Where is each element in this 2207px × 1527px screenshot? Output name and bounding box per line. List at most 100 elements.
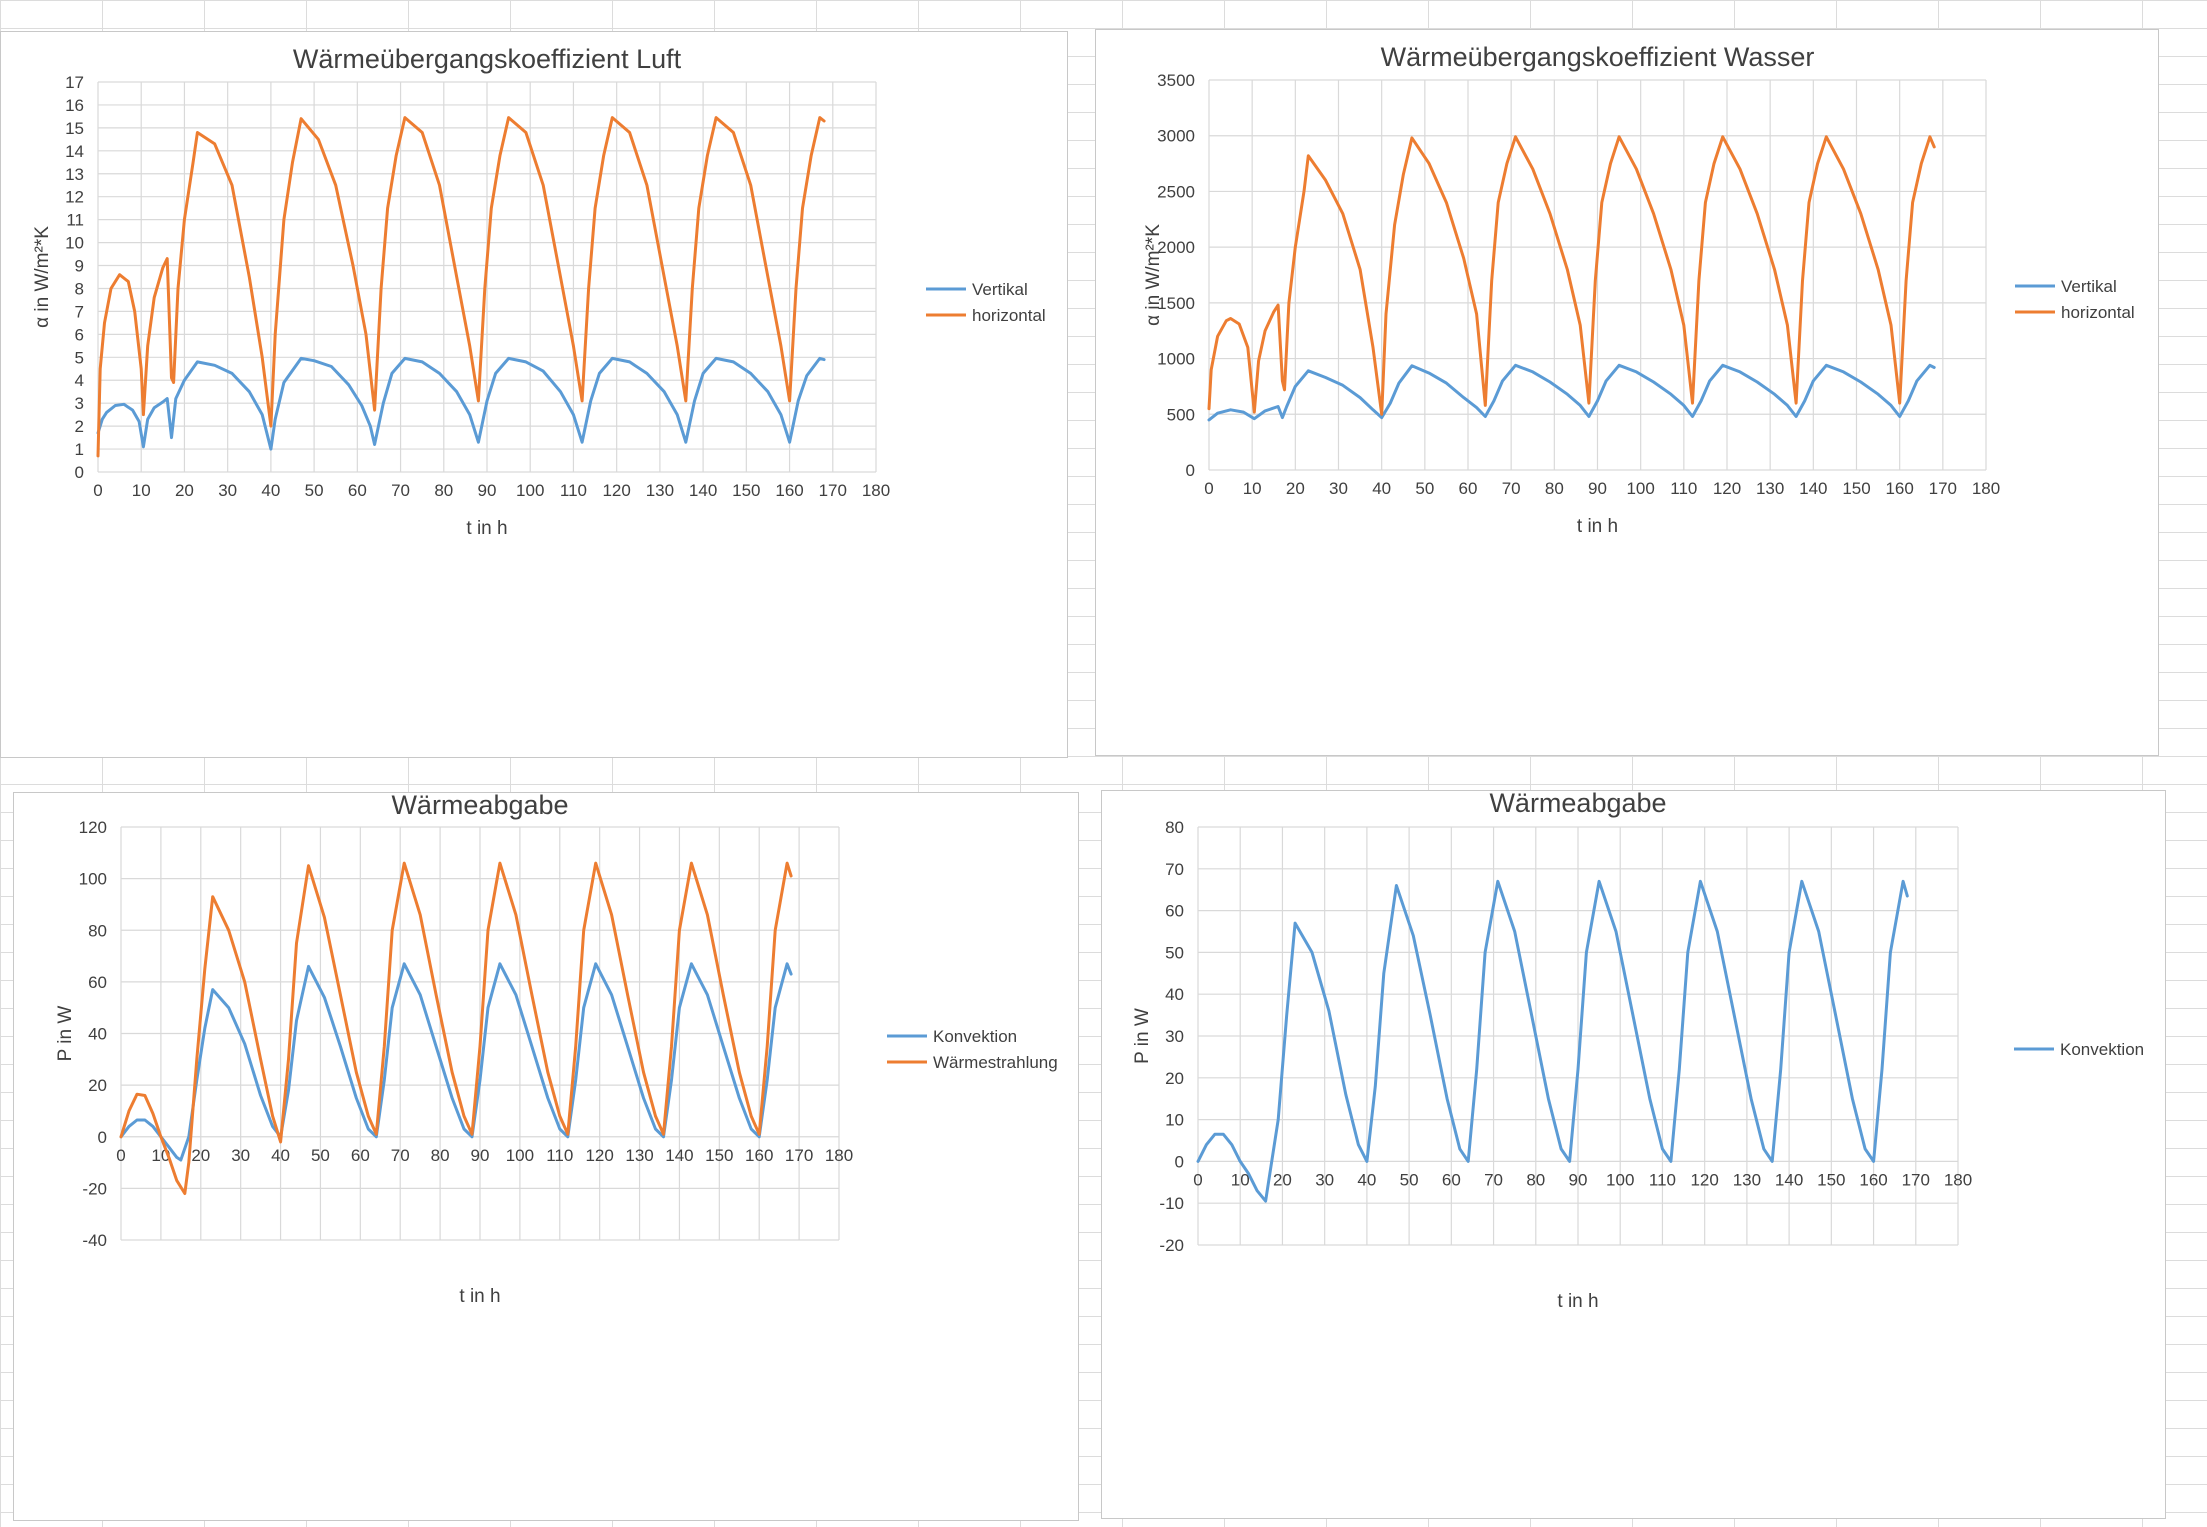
x-tick-label: 30 [218,481,237,500]
x-tick-label: 120 [585,1146,613,1165]
y-tick-label: 11 [66,211,84,230]
x-tick-label: 110 [1670,479,1697,498]
y-axis-label: α in W/m²*K [1143,224,1164,326]
x-tick-label: 140 [665,1146,693,1165]
series-line-vertikal[interactable] [96,356,826,451]
x-tick-label: 80 [1545,479,1564,498]
y-tick-label: 2000 [1157,238,1195,257]
chart-air-heat-transfer[interactable]: Wärmeübergangskoeffizient Luft 0 1 2 3 4 5 6 7 8 9… [0,31,1068,758]
x-tick-label: 0 [116,1146,125,1165]
x-tick-label: 40 [1372,479,1391,498]
chart-svg: Wärmeabgabe -20 -10 0 10 20 30 40 50 60 70 80 0 10 20 3… [1132,791,2144,1312]
y-tick-label: 12 [65,188,84,207]
x-tick-label: 20 [1286,479,1305,498]
y-tick-label: 14 [65,142,84,161]
y-tick-label: 40 [88,1025,107,1044]
y-tick-label: 70 [1165,860,1184,879]
x-tick-label: 160 [1859,1170,1887,1189]
y-tick-label: 16 [65,96,84,115]
x-tick-label: 140 [1799,479,1827,498]
y-tick-label: 2500 [1157,182,1195,201]
x-tick-label: 30 [231,1146,250,1165]
x-tick-label: 150 [1842,479,1870,498]
y-tick-label: 80 [88,921,107,940]
x-tick-label: 100 [516,481,544,500]
x-tick-label: 30 [1329,479,1348,498]
x-tick-label: 100 [1626,479,1654,498]
x-tick-label: 170 [785,1146,813,1165]
x-tick-label: 80 [434,481,453,500]
series-line-konvektion[interactable] [1196,879,1909,1203]
chart-title: Wärmeübergangskoeffizient Wasser [1381,42,1815,72]
x-tick-label: 180 [1972,479,2000,498]
x-tick-label: 10 [1231,1170,1250,1189]
y-tick-label: 20 [88,1076,107,1095]
series-line-konvektion[interactable] [119,962,793,1162]
x-tick-label: 130 [1756,479,1784,498]
y-tick-label: 1 [75,440,84,459]
gridlines [1208,79,1987,471]
legend-label[interactable]: Konvektion [933,1027,1017,1046]
series-line-horizontal[interactable] [96,116,826,458]
y-tick-label: 0 [75,463,84,482]
y-axis-label: P in W [1132,1008,1153,1064]
chart-svg: Wärmeübergangskoeffizient Luft0123456789… [32,44,1046,539]
chart-heat-output-convection[interactable]: Wärmeabgabe -20 -10 0 10 20 30 40 50 60 70 80 0 10 20 3… [1101,790,2166,1519]
y-tick-label: 10 [65,234,84,253]
x-tick-label: 90 [1588,479,1607,498]
x-tick-label: 180 [862,481,890,500]
x-tick-label: 40 [271,1146,290,1165]
gridlines [97,81,877,473]
y-tick-label: 30 [1165,1027,1184,1046]
chart-title: Wärmeübergangskoeffizient Luft [293,44,682,74]
x-tick-label: 20 [175,481,194,500]
x-tick-label: 100 [1606,1170,1634,1189]
legend-label[interactable]: horizontal [2061,303,2135,322]
x-tick-label: 20 [1273,1170,1292,1189]
x-tick-label: 120 [602,481,630,500]
legend-label[interactable]: Wärmestrahlung [933,1053,1058,1072]
x-axis-label: t in h [1577,516,1618,537]
y-tick-label: 40 [1165,985,1184,1004]
x-tick-label: 60 [351,1146,370,1165]
x-tick-label: 160 [775,481,803,500]
x-tick-label: 0 [93,481,102,500]
series-line-horizontal[interactable] [1207,135,1936,416]
x-tick-label: 20 [191,1146,210,1165]
y-tick-label: 0 [1186,461,1195,480]
x-axis-label: t in h [459,1286,500,1307]
x-tick-label: 70 [391,1146,410,1165]
chart-water-heat-transfer[interactable]: Wärmeübergangskoeffizient Wasser 0 500 1000… [1095,29,2159,756]
legend-label[interactable]: horizontal [972,306,1046,325]
x-tick-label: 50 [311,1146,330,1165]
y-tick-label: 0 [98,1128,107,1147]
y-tick-label: 100 [79,870,107,889]
x-tick-label: 130 [625,1146,653,1165]
x-tick-label: 110 [1649,1170,1676,1189]
x-tick-label: 70 [1502,479,1521,498]
y-tick-label: 3500 [1157,71,1195,90]
x-tick-label: 60 [1442,1170,1461,1189]
legend-label[interactable]: Vertikal [972,280,1028,299]
x-tick-label: 50 [305,481,324,500]
series-line-wärmestrahlung[interactable] [119,861,793,1195]
x-tick-label: 90 [478,481,497,500]
chart-svg: Wärmeübergangskoeffizient Wasser05001000… [1143,42,2135,537]
x-tick-label: 110 [560,481,587,500]
x-tick-label: 170 [1902,1170,1930,1189]
series-line-vertikal[interactable] [1207,363,1936,422]
chart-heat-output-convection-radiation[interactable]: Wärmeabgabe -40 -20 0 20 40 60 80 100 120 0 10 20 30 4… [13,792,1079,1521]
x-axis-label: t in h [1557,1291,1598,1312]
x-tick-label: 0 [1204,479,1213,498]
x-tick-label: 10 [1243,479,1262,498]
y-tick-label: 13 [65,165,84,184]
x-tick-label: 70 [1484,1170,1503,1189]
x-tick-label: 70 [391,481,410,500]
x-tick-label: 40 [1357,1170,1376,1189]
x-tick-label: 140 [1775,1170,1803,1189]
x-tick-label: 150 [1817,1170,1845,1189]
legend-label[interactable]: Konvektion [2060,1040,2144,1059]
y-tick-label: 10 [1165,1111,1184,1130]
y-tick-label: 1500 [1157,294,1195,313]
legend-label[interactable]: Vertikal [2061,277,2117,296]
